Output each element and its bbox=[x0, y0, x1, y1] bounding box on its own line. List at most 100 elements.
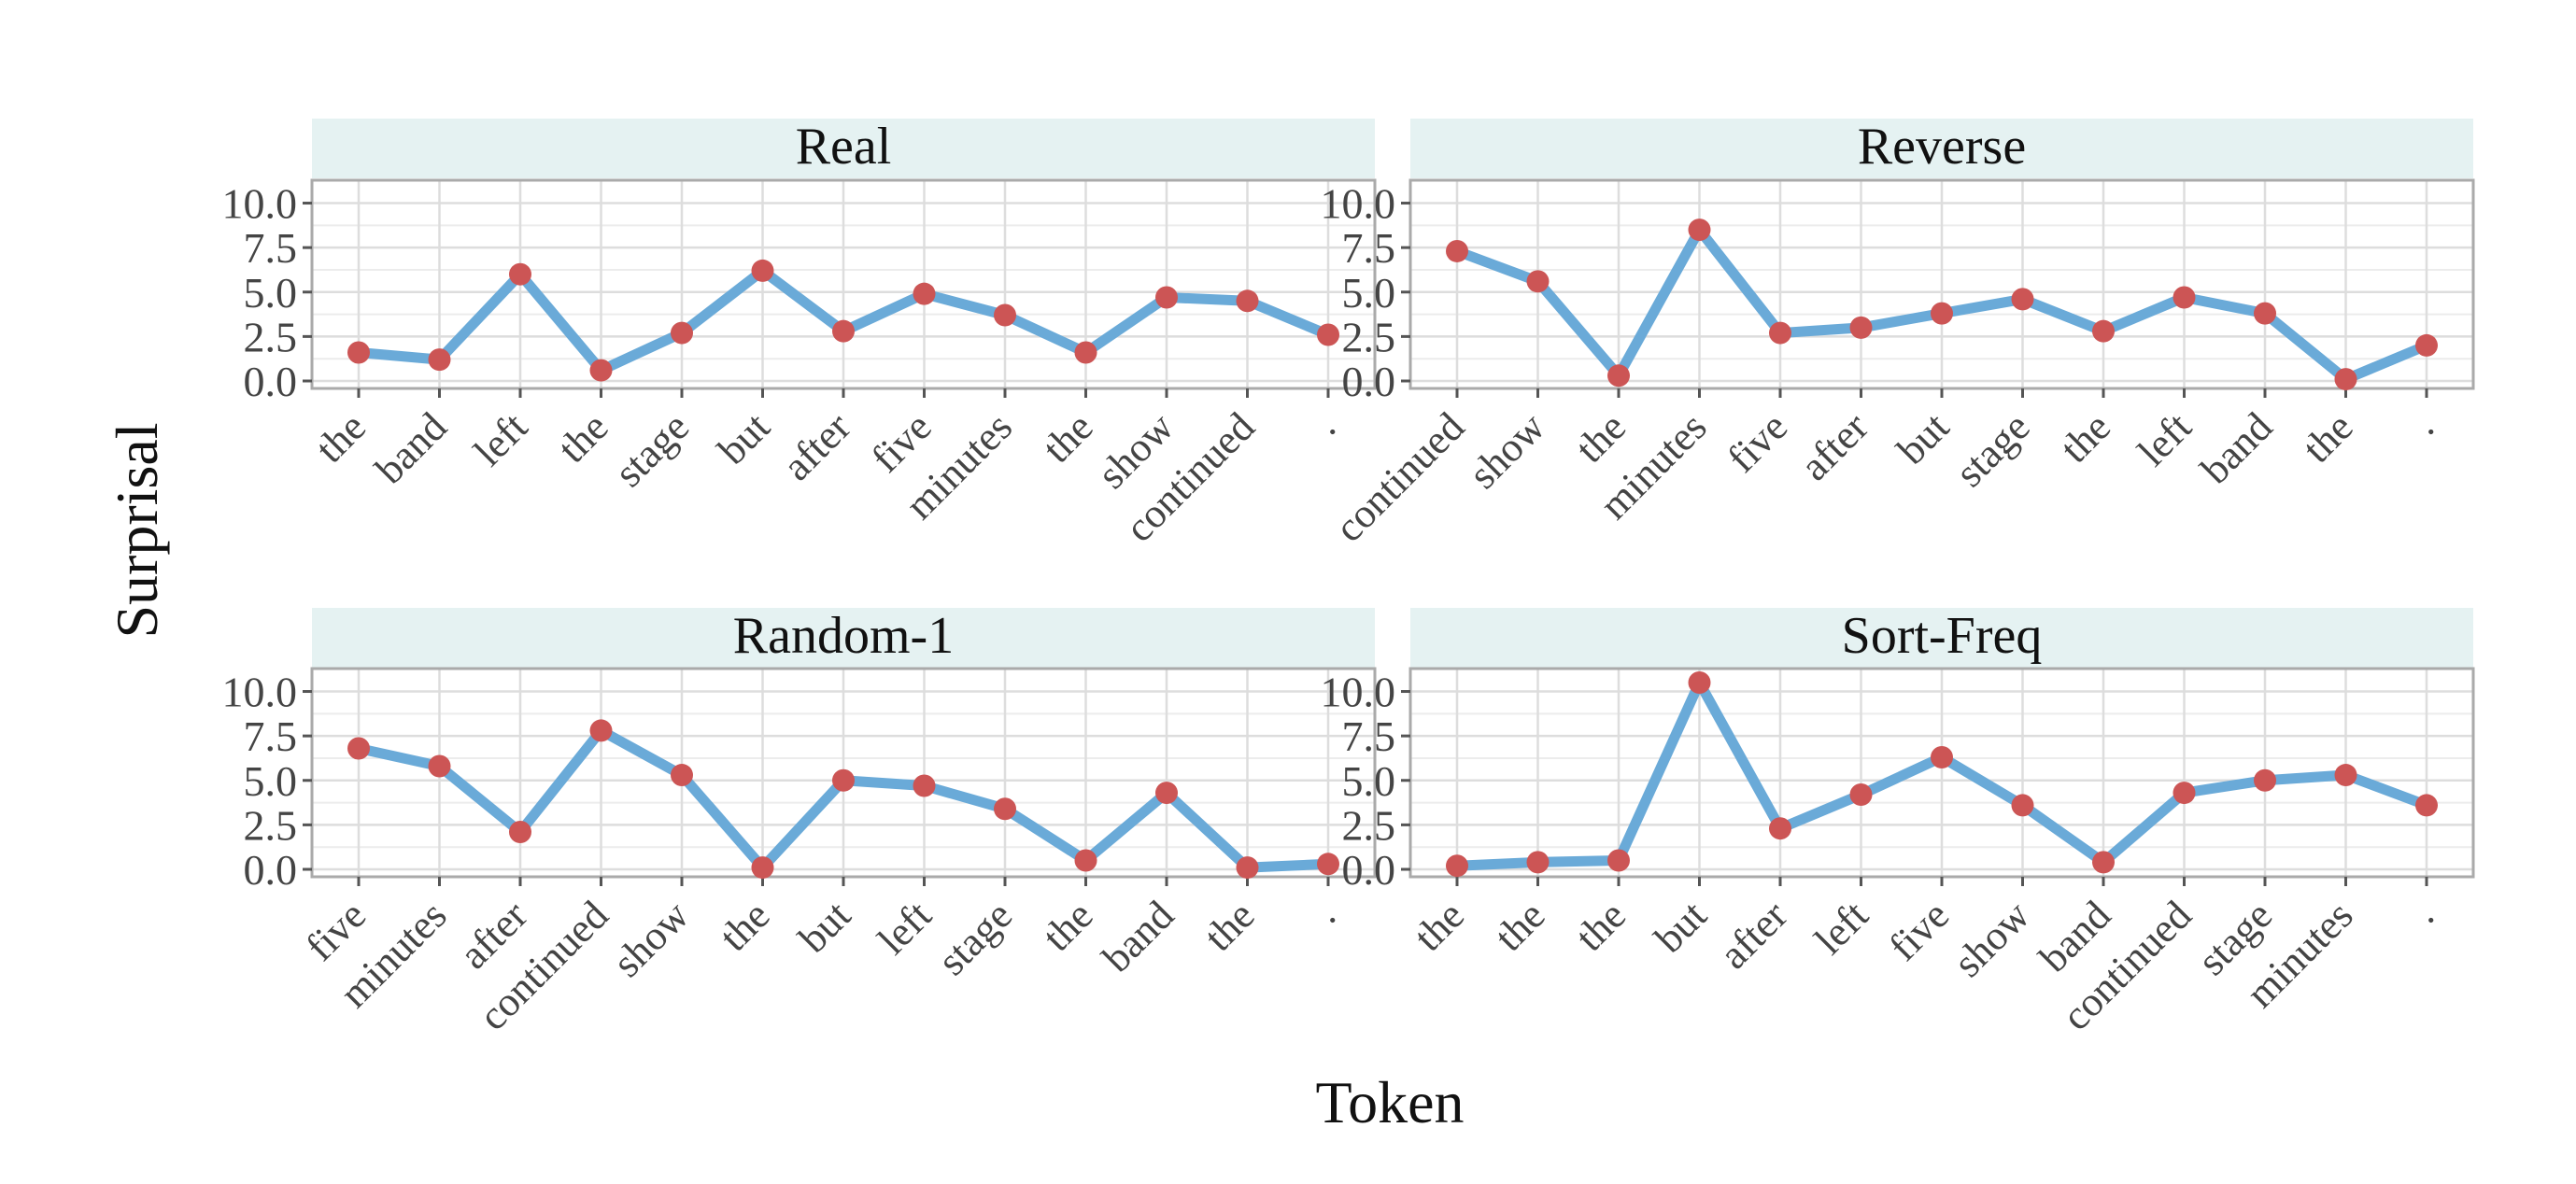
x-tick-label: band bbox=[1094, 892, 1182, 980]
x-tick-label: . bbox=[1305, 892, 1344, 931]
y-tick-label: 7.5 bbox=[244, 712, 298, 760]
data-point bbox=[2011, 794, 2034, 817]
data-point bbox=[1607, 364, 1630, 388]
x-tick-label: band bbox=[366, 403, 455, 492]
data-point bbox=[2254, 768, 2276, 792]
data-point bbox=[2415, 794, 2438, 817]
y-tick-label: 10.0 bbox=[222, 669, 298, 716]
x-tick-label: left bbox=[1805, 892, 1876, 963]
x-tick-label: . bbox=[2403, 892, 2442, 931]
y-tick-label: 7.5 bbox=[1342, 224, 1396, 272]
y-tick-label: 2.5 bbox=[244, 801, 298, 849]
x-tick-label: after bbox=[773, 403, 859, 489]
data-point bbox=[347, 737, 370, 760]
x-tick-label: but bbox=[790, 892, 859, 961]
x-tick-label: left bbox=[465, 403, 536, 474]
y-tick-label: 10.0 bbox=[1321, 669, 1396, 716]
y-tick-label: 0.0 bbox=[244, 846, 298, 894]
x-tick-label: the bbox=[1034, 892, 1102, 960]
y-tick-label: 0.0 bbox=[244, 358, 298, 405]
data-point bbox=[1688, 218, 1711, 242]
data-point bbox=[913, 774, 936, 797]
data-point bbox=[1074, 849, 1097, 872]
data-point bbox=[832, 768, 855, 792]
data-point bbox=[1526, 851, 1550, 874]
y-axis-title: Surprisal bbox=[104, 422, 170, 638]
y-tick-label: 5.0 bbox=[244, 757, 298, 805]
data-point bbox=[1155, 782, 1178, 805]
x-tick-label: the bbox=[1196, 892, 1264, 960]
data-point bbox=[2334, 764, 2357, 787]
y-tick-label: 2.5 bbox=[1342, 801, 1396, 849]
x-tick-label: show bbox=[604, 892, 698, 985]
x-tick-label: stage bbox=[928, 892, 1021, 984]
x-tick-label: band bbox=[2192, 403, 2281, 492]
x-tick-label: the bbox=[711, 892, 779, 960]
data-point bbox=[994, 303, 1016, 327]
x-tick-label: but bbox=[1646, 892, 1715, 961]
panel-strip bbox=[1410, 608, 2473, 668]
data-point bbox=[1849, 316, 1873, 339]
data-point bbox=[1317, 323, 1339, 346]
x-tick-label: left bbox=[2129, 403, 2200, 474]
x-tick-label: . bbox=[2403, 403, 2442, 443]
panel-title: Random-1 bbox=[733, 607, 954, 665]
data-point bbox=[671, 321, 693, 345]
data-point bbox=[1155, 286, 1178, 309]
data-point bbox=[1769, 817, 1791, 840]
y-tick-label: 10.0 bbox=[1321, 180, 1396, 228]
x-tick-label: show bbox=[1460, 403, 1553, 497]
x-tick-label: . bbox=[1305, 403, 1344, 443]
data-point bbox=[1446, 239, 1468, 262]
x-tick-label: but bbox=[709, 403, 778, 472]
data-point bbox=[589, 359, 613, 382]
y-tick-label: 2.5 bbox=[244, 313, 298, 360]
y-tick-label: 5.0 bbox=[1342, 757, 1396, 805]
data-point bbox=[2415, 333, 2438, 357]
x-tick-label: five bbox=[1719, 403, 1796, 481]
data-point bbox=[2173, 782, 2196, 805]
panel-strip bbox=[312, 608, 1375, 668]
data-point bbox=[751, 259, 774, 282]
data-point bbox=[1074, 341, 1097, 364]
panel-strip bbox=[312, 119, 1375, 178]
data-point bbox=[1526, 270, 1550, 293]
x-tick-label: the bbox=[306, 403, 375, 472]
x-tick-label: the bbox=[1486, 892, 1554, 960]
data-point bbox=[509, 821, 531, 843]
x-tick-label: after bbox=[1710, 892, 1796, 978]
x-tick-label: the bbox=[2051, 403, 2119, 472]
data-point bbox=[913, 282, 936, 305]
x-tick-label: stage bbox=[605, 403, 698, 496]
data-point bbox=[2092, 851, 2115, 874]
data-point bbox=[2254, 302, 2276, 325]
data-point bbox=[428, 754, 451, 778]
y-tick-label: 0.0 bbox=[1342, 358, 1396, 405]
x-tick-label: five bbox=[1880, 892, 1958, 969]
data-point bbox=[1849, 783, 1873, 806]
data-point bbox=[671, 764, 693, 787]
x-tick-label: continued bbox=[1326, 403, 1473, 550]
y-tick-label: 0.0 bbox=[1342, 846, 1396, 894]
data-point bbox=[2092, 319, 2115, 343]
data-point bbox=[994, 797, 1016, 821]
x-tick-label: the bbox=[2294, 403, 2362, 472]
x-tick-label: stage bbox=[1946, 403, 2039, 496]
data-point bbox=[589, 719, 613, 742]
data-point bbox=[2173, 286, 2196, 309]
data-point bbox=[428, 348, 451, 372]
data-point bbox=[1931, 302, 1953, 325]
data-point bbox=[1446, 854, 1468, 878]
data-point bbox=[1236, 289, 1259, 313]
data-point bbox=[347, 341, 370, 364]
y-tick-label: 7.5 bbox=[244, 224, 298, 272]
x-axis-title: Token bbox=[1315, 1069, 1464, 1135]
data-point bbox=[1317, 853, 1339, 876]
panel-title: Sort-Freq bbox=[1842, 607, 2043, 665]
data-point bbox=[509, 262, 531, 286]
data-point bbox=[2011, 288, 2034, 311]
data-point bbox=[751, 856, 774, 880]
y-tick-label: 5.0 bbox=[244, 269, 298, 317]
data-point bbox=[2334, 368, 2357, 391]
